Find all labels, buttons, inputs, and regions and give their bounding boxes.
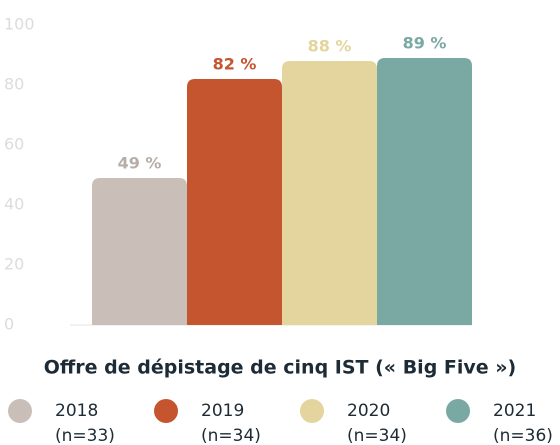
y-tick-label: 100 [4,15,35,34]
legend-label: 2018 [55,401,98,421]
legend-sample: (n=33) [55,426,115,445]
bar [187,79,282,325]
y-tick-label: 80 [4,75,24,94]
y-tick-label: 40 [4,195,24,214]
data-label: 82 % [213,55,257,74]
y-tick-label: 60 [4,135,24,154]
x-axis-label: Offre de dépistage de cinq IST (« Big Fi… [44,357,517,379]
legend-swatch [154,399,178,423]
data-label: 49 % [118,154,162,173]
legend-label: 2019 [201,401,244,421]
legend-swatch [8,399,32,423]
y-tick-label: 0 [4,315,14,334]
bar [282,61,377,325]
data-label: 89 % [403,34,447,53]
legend-label: 2020 [347,401,390,421]
y-tick-label: 20 [4,255,24,274]
legend-sample: (n=34) [201,426,261,445]
legend-label: 2021 [493,401,536,421]
legend-sample: (n=36) [493,426,553,445]
legend-swatch [300,399,324,423]
data-label: 88 % [308,37,352,56]
legend-swatch [446,399,470,423]
bar [377,58,472,325]
legend-sample: (n=34) [347,426,407,445]
bar [92,178,187,325]
